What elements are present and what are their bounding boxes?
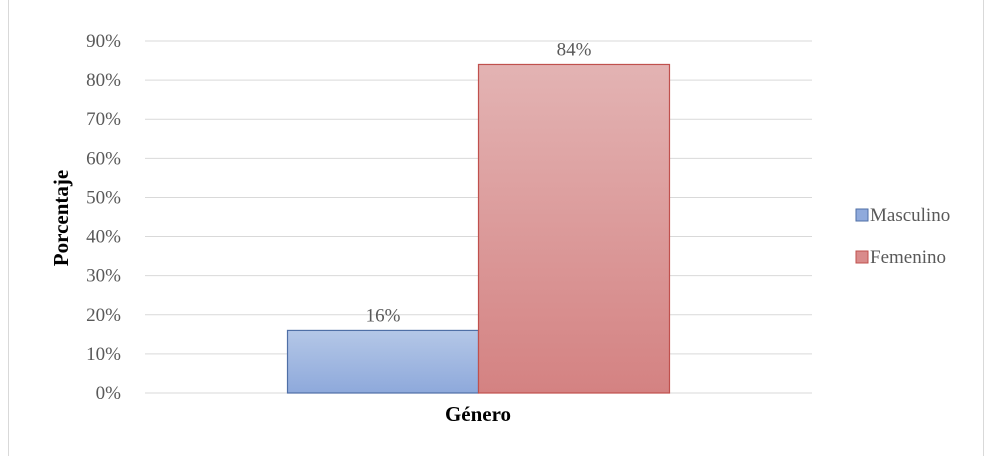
bars: [288, 64, 670, 393]
data-label-masculino: 16%: [366, 305, 401, 326]
y-tick-label: 90%: [86, 31, 121, 52]
legend-label-femenino: Femenino: [870, 247, 946, 268]
y-tick-label: 20%: [86, 305, 121, 326]
data-label-femenino: 84%: [557, 39, 592, 60]
y-tick-label: 70%: [86, 109, 121, 130]
bar-femenino: [479, 64, 670, 393]
y-tick-label: 60%: [86, 148, 121, 169]
legend-swatch-femenino: [856, 251, 868, 263]
y-axis-ticks: 0% 10% 20% 30% 40% 50% 60% 70% 80% 90%: [86, 31, 121, 404]
y-tick-label: 80%: [86, 70, 121, 91]
y-axis-title: Porcentaje: [49, 170, 73, 266]
x-axis-title: Género: [445, 402, 511, 426]
y-tick-label: 0%: [96, 383, 122, 404]
legend-label-masculino: Masculino: [870, 205, 950, 226]
y-tick-label: 50%: [86, 187, 121, 208]
y-tick-label: 40%: [86, 227, 121, 248]
legend-swatch-masculino: [856, 209, 868, 221]
legend: Masculino Femenino: [856, 205, 950, 268]
y-tick-label: 10%: [86, 344, 121, 365]
bar-masculino: [288, 330, 479, 393]
y-tick-label: 30%: [86, 266, 121, 287]
